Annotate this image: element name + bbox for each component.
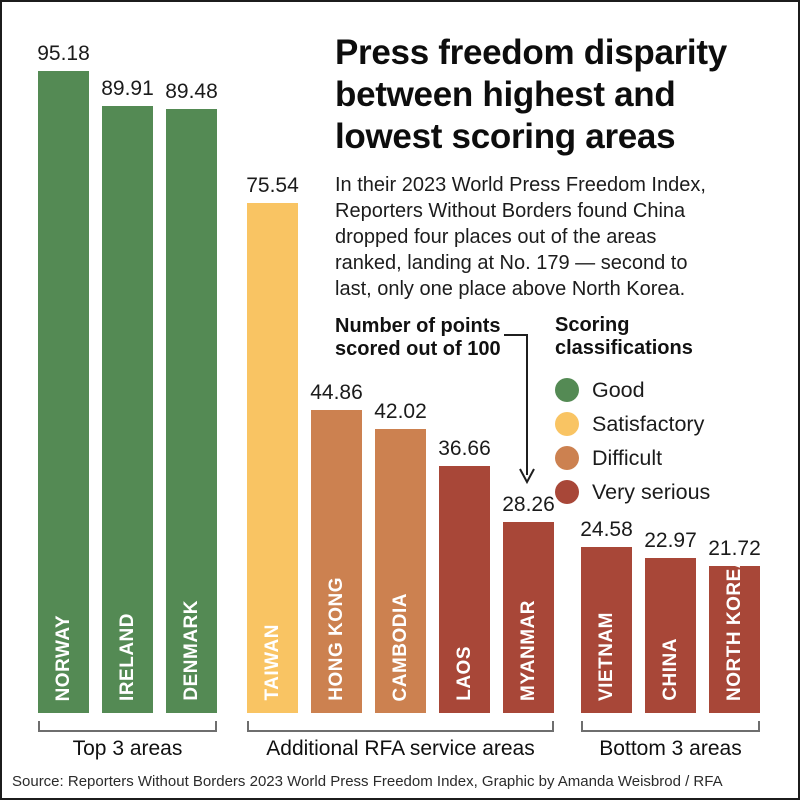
legend-label: Very serious [592,479,711,504]
bar-country-label: CHINA [659,638,681,701]
description-text: In their 2023 World Press Freedom Index,… [335,174,706,300]
bar-ireland: IRELAND [102,106,153,713]
bar-hong-kong: HONG KONG [311,410,362,713]
bar-country-label: LAOS [453,646,475,701]
bar-vietnam: VIETNAM [581,547,632,713]
legend-item-good: Good [555,373,785,407]
group-bracket [38,721,217,732]
legend-item-very-serious: Very serious [555,475,785,509]
group-label: Top 3 areas [72,737,183,760]
bar-country-label: DENMARK [180,600,202,701]
good-swatch-icon [555,378,579,402]
legend-item-satisfactory: Satisfactory [555,407,785,441]
legend-item-difficult: Difficult [555,441,785,475]
bar-denmark: DENMARK [166,109,217,713]
bar-value-label: 22.97 [644,529,697,552]
bar-taiwan: TAIWAN [247,203,298,713]
bar-country-label: CAMBODIA [389,592,411,702]
legend-label: Good [592,377,645,402]
bar-value-label: 89.48 [165,80,218,103]
bar-cambodia: CAMBODIA [375,429,426,713]
page-title: Press freedom disparity between highest … [335,33,727,156]
bar-value-label: 42.02 [374,400,427,423]
bar-country-label: IRELAND [116,613,138,701]
group-label: Bottom 3 areas [599,737,742,760]
legend-title: Scoring classifications [555,314,693,359]
satisfactory-swatch-icon [555,412,579,436]
bar-country-label: HONG KONG [325,577,347,701]
bar-value-label: 75.54 [246,174,299,197]
bar-country-label: VIETNAM [595,612,617,701]
group-bracket [247,721,554,732]
legend-items: Good Satisfactory Difficult Very serious [555,373,785,509]
legend: Scoring classifications Good Satisfactory… [555,314,785,509]
difficult-swatch-icon [555,446,579,470]
source-credit: Source: Reporters Without Borders 2023 W… [12,773,723,790]
bar-country-label: TAIWAN [261,624,283,701]
legend-label: Difficult [592,445,663,470]
bar-laos: LAOS [439,466,490,713]
bar-china: CHINA [645,558,696,713]
bar-north-korea: NORTH KOREA [709,554,760,713]
bar-myanmar: MYANMAR [503,522,554,713]
very-serious-swatch-icon [555,480,579,504]
bar-norway: NORWAY [38,71,89,713]
bar-value-label: 95.18 [37,42,90,65]
axis-annotation: Number of points scored out of 100 [335,315,501,360]
bar-value-label: 24.58 [580,518,633,541]
bar-value-label: 89.91 [101,77,154,100]
group-label: Additional RFA service areas [266,737,535,760]
bar-value-label: 44.86 [310,381,363,404]
bar-country-label: NORTH KOREA [723,554,745,701]
bar-value-label: 28.26 [502,493,555,516]
annotation-arrow-icon [504,334,535,485]
group-bracket [581,721,760,732]
legend-label: Satisfactory [592,411,705,436]
bar-value-label: 36.66 [438,437,491,460]
bar-country-label: NORWAY [52,614,74,701]
bar-country-label: MYANMAR [517,600,539,701]
bar-value-label: 21.72 [708,537,761,560]
